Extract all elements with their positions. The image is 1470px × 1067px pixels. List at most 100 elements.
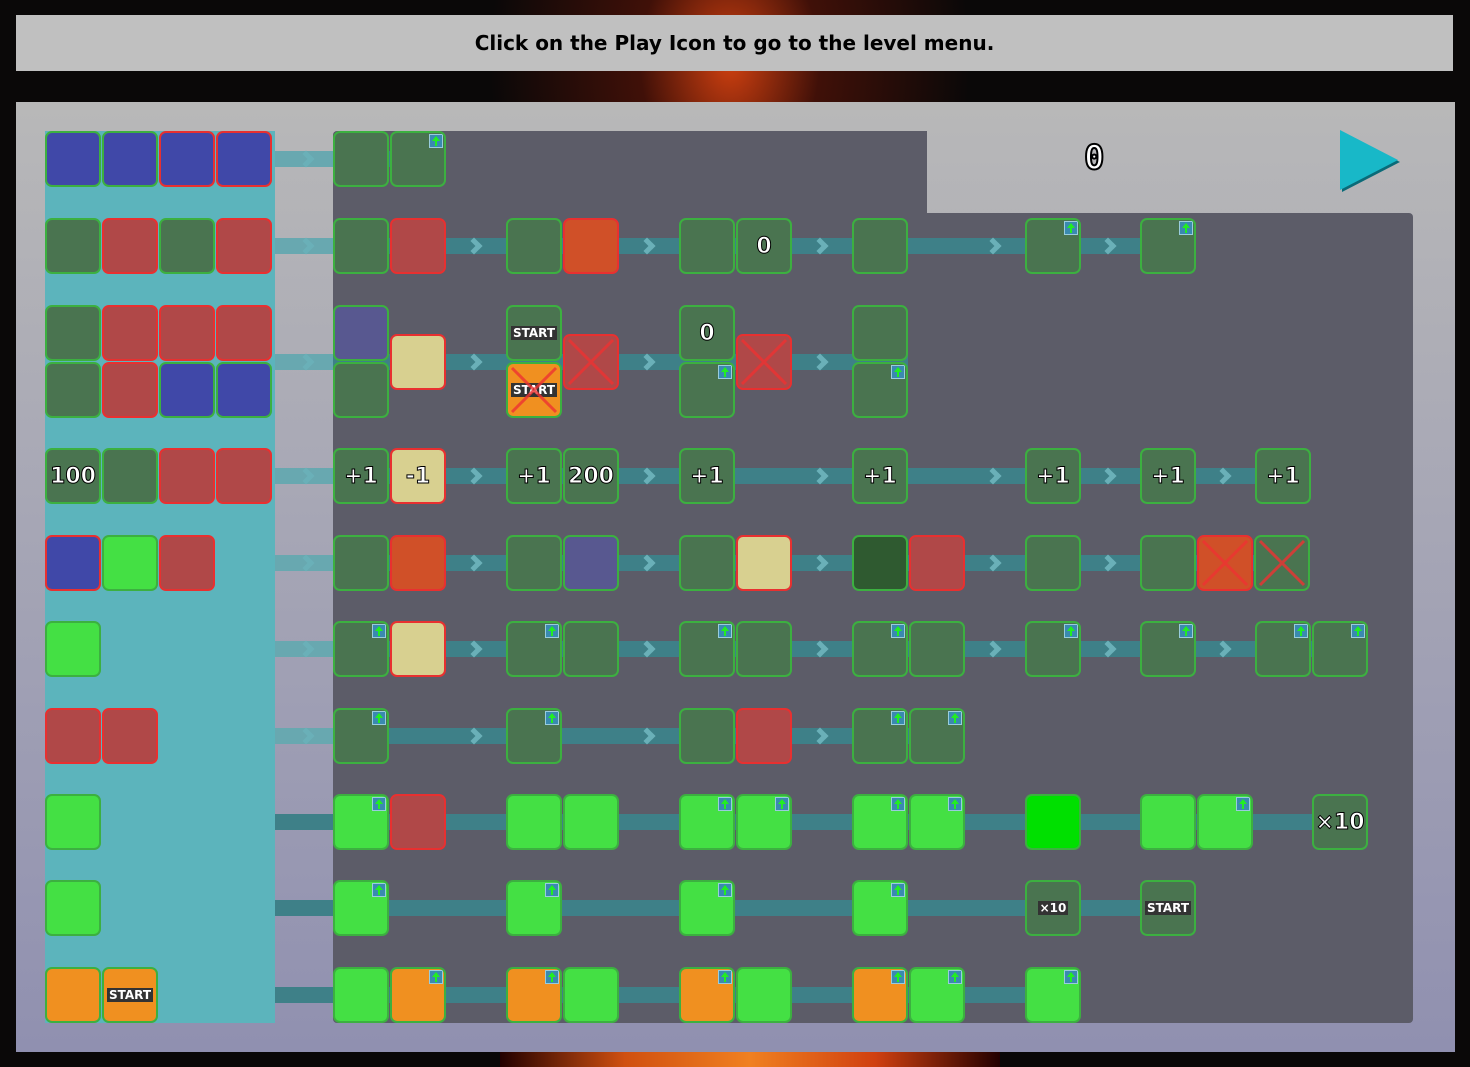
stage-tile[interactable] xyxy=(563,334,619,390)
stage-tile[interactable] xyxy=(506,880,562,936)
stage-tile[interactable]: +1 xyxy=(333,448,389,504)
stage-tile[interactable] xyxy=(1254,535,1310,591)
stage-tile[interactable]: -1 xyxy=(390,448,446,504)
stage-tile[interactable] xyxy=(506,535,562,591)
stage-tile[interactable] xyxy=(390,131,446,187)
stage-tile[interactable] xyxy=(333,621,389,677)
stage-tile[interactable] xyxy=(736,334,792,390)
palette-tile[interactable] xyxy=(102,448,158,504)
upgrade-arrow-icon[interactable] xyxy=(891,883,905,897)
palette-tile[interactable] xyxy=(102,535,158,591)
palette-tile[interactable]: 100 xyxy=(45,448,101,504)
palette-tile[interactable] xyxy=(102,708,158,764)
stage-tile[interactable] xyxy=(390,967,446,1023)
stage-tile[interactable] xyxy=(333,794,389,850)
palette-tile[interactable] xyxy=(216,362,272,418)
upgrade-arrow-icon[interactable] xyxy=(545,883,559,897)
stage-tile[interactable] xyxy=(390,334,446,390)
stage-tile[interactable] xyxy=(390,535,446,591)
palette-tile[interactable] xyxy=(45,362,101,418)
stage-tile[interactable]: START xyxy=(506,362,562,418)
stage-tile[interactable] xyxy=(1140,218,1196,274)
upgrade-arrow-icon[interactable] xyxy=(1064,970,1078,984)
stage-tile[interactable] xyxy=(1140,535,1196,591)
stage-tile[interactable] xyxy=(333,362,389,418)
stage-tile[interactable] xyxy=(679,880,735,936)
stage-tile[interactable] xyxy=(736,535,792,591)
stage-tile[interactable] xyxy=(1255,621,1311,677)
palette-tile[interactable] xyxy=(45,794,101,850)
stage-tile[interactable] xyxy=(679,535,735,591)
stage-tile[interactable] xyxy=(852,305,908,361)
upgrade-arrow-icon[interactable] xyxy=(545,970,559,984)
stage-tile[interactable] xyxy=(736,708,792,764)
upgrade-arrow-icon[interactable] xyxy=(718,624,732,638)
stage-tile[interactable] xyxy=(563,535,619,591)
stage-tile[interactable] xyxy=(333,218,389,274)
upgrade-arrow-icon[interactable] xyxy=(1179,221,1193,235)
stage-tile[interactable]: START xyxy=(506,305,562,361)
stage-tile[interactable] xyxy=(390,218,446,274)
stage-tile[interactable] xyxy=(1197,794,1253,850)
stage-tile[interactable] xyxy=(506,218,562,274)
stage-tile[interactable] xyxy=(909,794,965,850)
upgrade-arrow-icon[interactable] xyxy=(429,134,443,148)
palette-tile[interactable] xyxy=(45,880,101,936)
stage-tile[interactable] xyxy=(563,621,619,677)
stage-tile[interactable] xyxy=(506,621,562,677)
stage-tile[interactable]: ×10 xyxy=(1312,794,1368,850)
palette-tile[interactable] xyxy=(102,218,158,274)
upgrade-arrow-icon[interactable] xyxy=(1179,624,1193,638)
stage-tile[interactable] xyxy=(1312,621,1368,677)
upgrade-arrow-icon[interactable] xyxy=(718,970,732,984)
stage-tile[interactable] xyxy=(852,708,908,764)
upgrade-arrow-icon[interactable] xyxy=(891,365,905,379)
stage-tile[interactable] xyxy=(1025,218,1081,274)
stage-tile[interactable] xyxy=(1140,621,1196,677)
upgrade-arrow-icon[interactable] xyxy=(1064,221,1078,235)
upgrade-arrow-icon[interactable] xyxy=(372,797,386,811)
upgrade-arrow-icon[interactable] xyxy=(372,711,386,725)
palette-tile[interactable] xyxy=(159,218,215,274)
stage-tile[interactable]: +1 xyxy=(852,448,908,504)
palette-tile[interactable]: START xyxy=(102,967,158,1023)
stage-tile[interactable] xyxy=(909,621,965,677)
stage-tile[interactable] xyxy=(1025,621,1081,677)
stage-tile[interactable] xyxy=(390,794,446,850)
stage-tile[interactable] xyxy=(909,535,965,591)
stage-tile[interactable] xyxy=(390,621,446,677)
palette-tile[interactable] xyxy=(45,535,101,591)
stage-tile[interactable] xyxy=(679,362,735,418)
stage-tile[interactable] xyxy=(1197,535,1253,591)
palette-tile[interactable] xyxy=(159,131,215,187)
stage-tile[interactable] xyxy=(736,794,792,850)
palette-tile[interactable] xyxy=(159,362,215,418)
stage-tile[interactable] xyxy=(736,621,792,677)
stage-tile[interactable] xyxy=(1025,535,1081,591)
palette-tile[interactable] xyxy=(45,131,101,187)
stage-tile[interactable] xyxy=(679,621,735,677)
stage-tile[interactable] xyxy=(852,621,908,677)
stage-tile[interactable] xyxy=(506,708,562,764)
palette-tile[interactable] xyxy=(216,448,272,504)
upgrade-arrow-icon[interactable] xyxy=(891,711,905,725)
stage-tile[interactable] xyxy=(333,967,389,1023)
upgrade-arrow-icon[interactable] xyxy=(545,711,559,725)
upgrade-arrow-icon[interactable] xyxy=(891,797,905,811)
stage-tile[interactable] xyxy=(679,218,735,274)
palette-tile[interactable] xyxy=(45,218,101,274)
palette-tile[interactable] xyxy=(159,305,215,361)
stage-tile[interactable] xyxy=(506,794,562,850)
upgrade-arrow-icon[interactable] xyxy=(1294,624,1308,638)
stage-tile[interactable] xyxy=(1025,967,1081,1023)
stage-tile[interactable] xyxy=(852,218,908,274)
stage-tile[interactable] xyxy=(563,218,619,274)
palette-tile[interactable] xyxy=(45,305,101,361)
palette-tile[interactable] xyxy=(216,218,272,274)
stage-tile[interactable] xyxy=(909,708,965,764)
stage-tile[interactable] xyxy=(736,967,792,1023)
stage-tile[interactable]: +1 xyxy=(1140,448,1196,504)
upgrade-arrow-icon[interactable] xyxy=(718,797,732,811)
upgrade-arrow-icon[interactable] xyxy=(948,797,962,811)
upgrade-arrow-icon[interactable] xyxy=(372,883,386,897)
